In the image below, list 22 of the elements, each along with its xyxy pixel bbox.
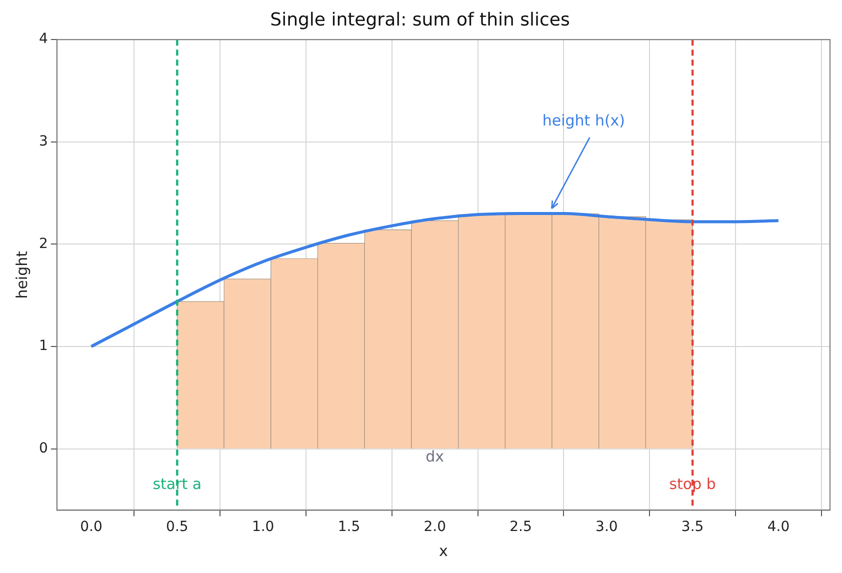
x-axis-title: x <box>439 542 448 560</box>
y-tick-label: 4 <box>38 31 48 48</box>
y-axis-title: height <box>12 250 31 299</box>
x-tick-label: 2.5 <box>510 519 532 536</box>
ref-line-label: stop b <box>669 475 716 494</box>
y-tick-label: 0 <box>38 440 48 456</box>
x-tick-label: 4.0 <box>767 519 790 536</box>
annotation: dx <box>426 448 444 466</box>
chart-title: Single integral: sum of thin slices <box>270 9 570 30</box>
x-tick-label: 3.5 <box>681 519 704 536</box>
x-tick-label: 0.0 <box>80 519 102 536</box>
x-tick-label: 0.5 <box>166 519 188 536</box>
annotation: height h(x) <box>542 111 626 130</box>
x-tick-label: 3.0 <box>596 519 618 536</box>
y-tick-label: 1 <box>38 338 48 354</box>
x-tick-label: 1.0 <box>252 519 274 536</box>
ref-line-label: start a <box>152 475 202 494</box>
y-tick-label: 2 <box>38 236 48 252</box>
x-tick-label: 2.0 <box>424 519 446 536</box>
line-series <box>90 212 780 348</box>
x-tick-label: 1.5 <box>338 519 360 536</box>
y-tick-label: 3 <box>38 134 48 150</box>
